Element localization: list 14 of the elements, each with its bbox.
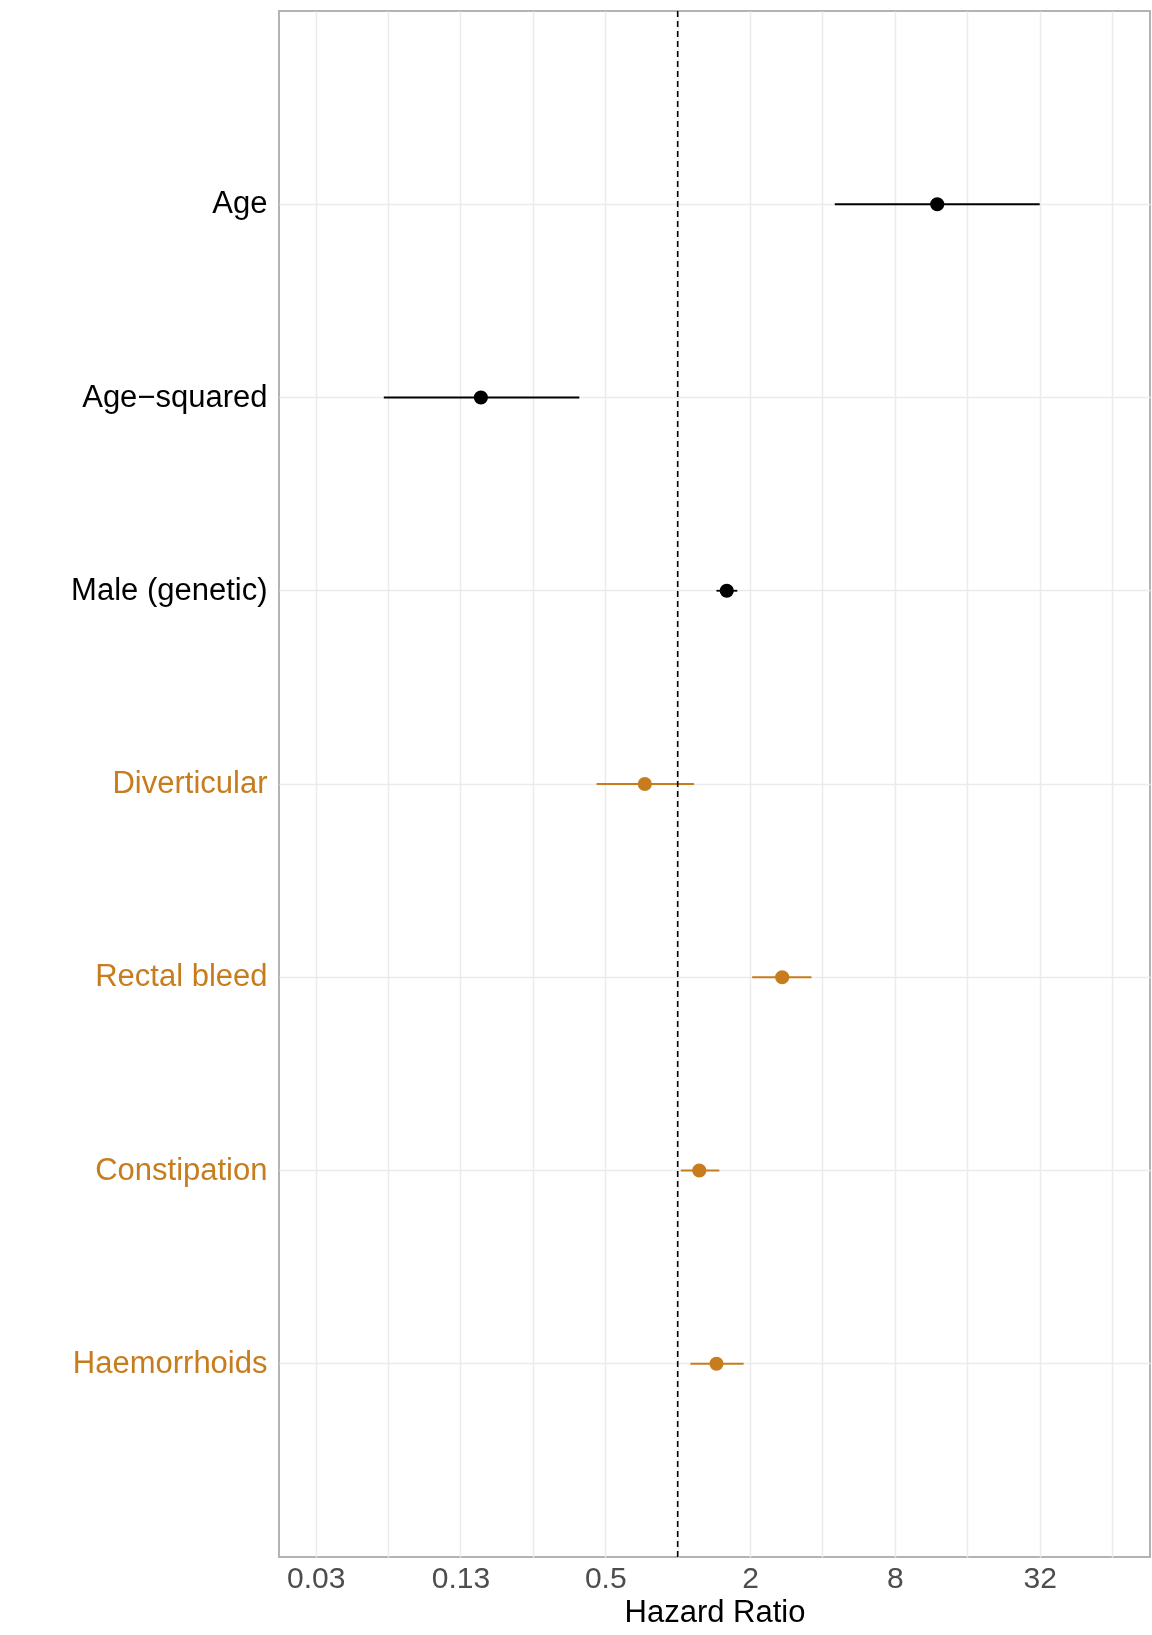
- y-tick-label: Haemorrhoids: [72, 1344, 268, 1380]
- y-tick-label: Diverticular: [112, 765, 268, 800]
- y-tick-label: Age−squared: [82, 378, 268, 414]
- y-tick-label: Male (genetic): [71, 571, 268, 607]
- x-tick-label: 32: [1023, 1560, 1057, 1594]
- x-tick-label: 0.13: [431, 1560, 491, 1594]
- y-tick-label: Age: [212, 185, 268, 221]
- x-tick-label: 0.5: [584, 1560, 627, 1594]
- x-tick-label: 8: [887, 1560, 904, 1594]
- x-tick-label: 2: [742, 1560, 759, 1594]
- x-axis-title: Hazard Ratio: [624, 1593, 806, 1629]
- x-tick-label: 0.03: [286, 1560, 346, 1594]
- y-tick-label: Constipation: [95, 1151, 268, 1187]
- y-tick-label: Rectal bleed: [95, 958, 268, 994]
